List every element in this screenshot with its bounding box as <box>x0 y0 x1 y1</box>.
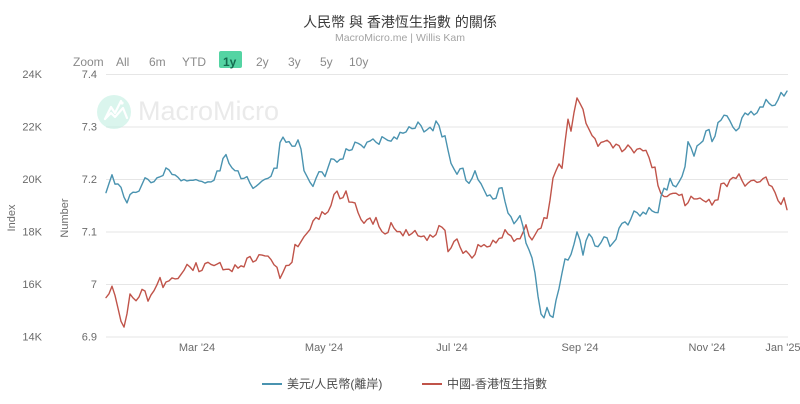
svg-text:Mar '24: Mar '24 <box>179 342 215 354</box>
svg-text:Index: Index <box>6 204 18 231</box>
svg-text:7.2: 7.2 <box>82 174 97 186</box>
svg-text:16K: 16K <box>22 279 42 291</box>
svg-text:24K: 24K <box>22 69 42 81</box>
svg-text:7.4: 7.4 <box>82 69 97 81</box>
svg-text:美元/人民幣(離岸): 美元/人民幣(離岸) <box>287 377 382 391</box>
svg-text:20K: 20K <box>22 174 42 186</box>
svg-text:22K: 22K <box>22 122 42 134</box>
svg-text:7.3: 7.3 <box>82 122 97 134</box>
svg-text:Sep '24: Sep '24 <box>562 342 599 354</box>
svg-text:Number: Number <box>59 198 71 237</box>
svg-text:6.9: 6.9 <box>82 332 97 344</box>
svg-text:Nov '24: Nov '24 <box>689 342 726 354</box>
svg-text:May '24: May '24 <box>305 342 343 354</box>
svg-text:Jul '24: Jul '24 <box>436 342 467 354</box>
svg-text:14K: 14K <box>22 332 42 344</box>
svg-text:Jan '25: Jan '25 <box>765 342 800 354</box>
svg-text:中國-香港恆生指數: 中國-香港恆生指數 <box>447 376 547 391</box>
svg-text:7: 7 <box>91 279 97 291</box>
svg-text:MacroMicro: MacroMicro <box>138 96 279 126</box>
svg-text:7.1: 7.1 <box>82 227 97 239</box>
svg-text:18K: 18K <box>22 227 42 239</box>
